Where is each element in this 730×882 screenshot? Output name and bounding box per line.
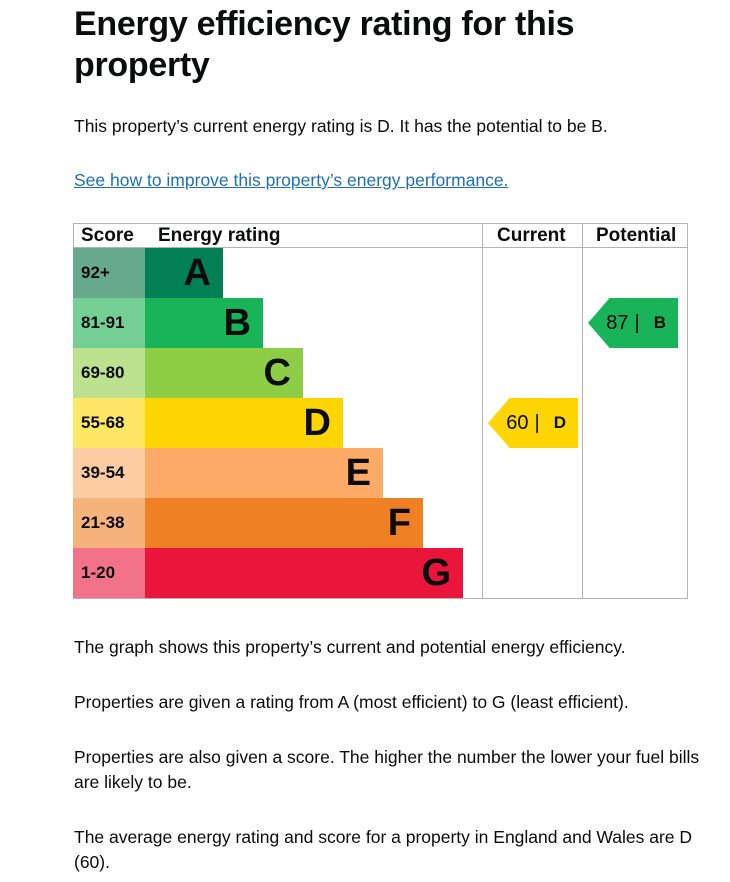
band-score-d: 55-68 (73, 398, 145, 448)
band-bar-g: G (145, 548, 463, 598)
header-potential: Potential (596, 225, 677, 246)
band-score-g: 1-20 (73, 548, 145, 598)
potential-rating-arrow: 87 | B (588, 298, 678, 348)
band-bar-d: D (145, 398, 343, 448)
band-score-b: 81-91 (73, 298, 145, 348)
energy-rating-chart: Score Energy rating Current Potential 92… (73, 223, 688, 599)
band-score-a: 92+ (73, 248, 145, 298)
explanation-paragraph-2: Properties are given a rating from A (mo… (74, 692, 629, 712)
current-separator: | (534, 411, 540, 434)
band-score-e: 39-54 (73, 448, 145, 498)
explanation-paragraph-1: The graph shows this property’s current … (74, 637, 626, 657)
header-current: Current (497, 225, 566, 246)
band-bar-f: F (145, 498, 423, 548)
potential-separator: | (634, 311, 640, 334)
band-bar-a: A (145, 248, 223, 298)
potential-column-frame (582, 223, 688, 599)
header-score: Score (81, 225, 134, 246)
current-rating-arrow: 60 | D (488, 398, 578, 448)
band-bar-e: E (145, 448, 383, 498)
intro-text: This property’s current energy rating is… (74, 116, 608, 136)
current-score: 60 (506, 411, 529, 434)
band-bar-c: C (145, 348, 303, 398)
explanation-paragraph-3: Properties are also given a score. The h… (74, 747, 700, 792)
header-energy-rating: Energy rating (158, 225, 281, 246)
band-score-f: 21-38 (73, 498, 145, 548)
current-letter: D (553, 413, 566, 432)
page-title: Energy efficiency rating for this proper… (74, 5, 575, 84)
header-divider (73, 247, 688, 248)
improve-link-container: See how to improve this property’s energ… (74, 168, 714, 193)
explanation-paragraph-4: The average energy rating and score for … (74, 827, 693, 872)
improve-performance-link[interactable]: See how to improve this property’s energ… (74, 170, 509, 190)
band-bar-b: B (145, 298, 263, 348)
potential-letter: B (653, 313, 666, 332)
band-score-c: 69-80 (73, 348, 145, 398)
potential-score: 87 (606, 311, 629, 334)
